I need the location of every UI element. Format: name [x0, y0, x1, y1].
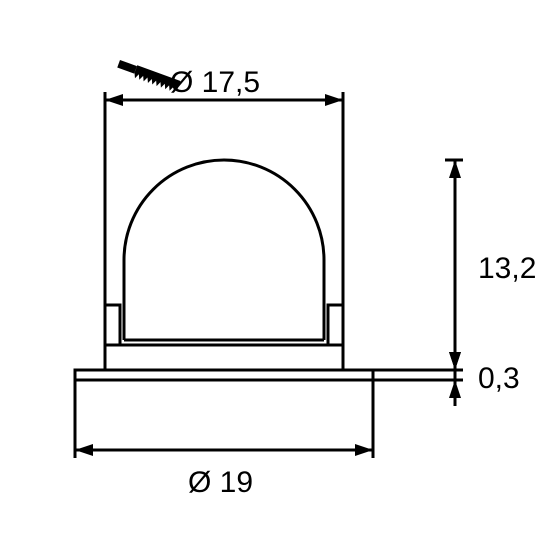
arrow-head [449, 380, 461, 398]
dim-label-flange-height: 0,3 [478, 362, 520, 395]
technical-drawing: Ø 17,5 Ø 19 13,2 0,3 [0, 0, 550, 550]
arrow-head [449, 352, 461, 370]
dome [124, 160, 324, 340]
arrow-head [449, 160, 461, 178]
spring-clip-left [105, 305, 120, 345]
spring-clip-right [328, 305, 343, 345]
dim-label-body-height: 13,2 [478, 252, 536, 285]
tray-body [105, 345, 343, 370]
arrow-head [325, 94, 343, 106]
arrow-head [75, 444, 93, 456]
dim-label-flange-diameter: Ø 19 [188, 466, 253, 499]
arrow-head [355, 444, 373, 456]
arrow-head [105, 94, 123, 106]
dim-label-cut-diameter: Ø 17,5 [170, 66, 260, 99]
